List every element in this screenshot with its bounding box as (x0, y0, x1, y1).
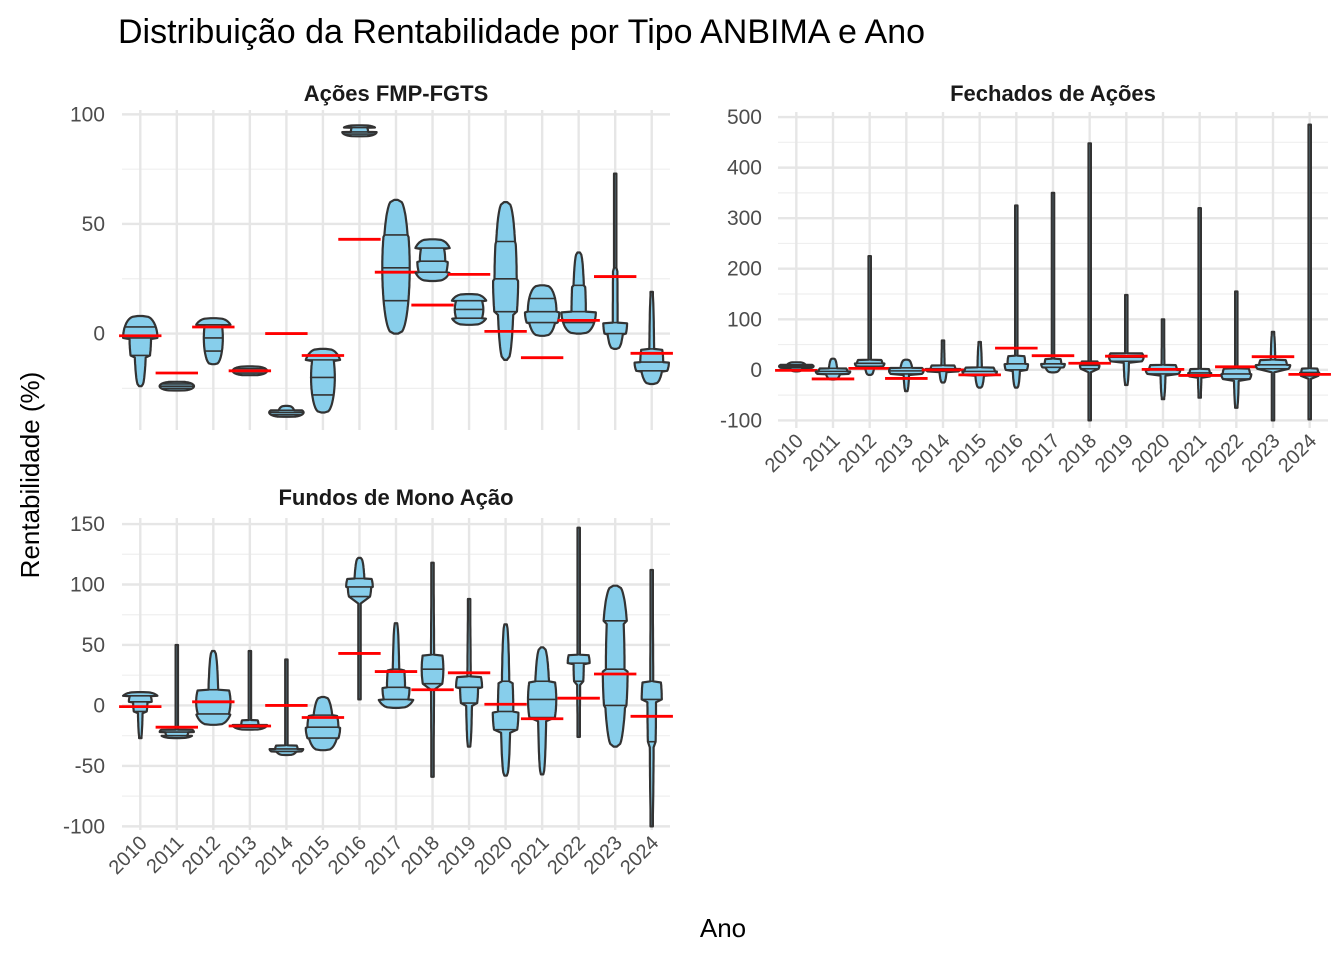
violin-2016 (1003, 204, 1030, 389)
panel-title: Ações FMP-FGTS (304, 81, 489, 106)
y-tick-label: 50 (82, 213, 105, 236)
y-tick-label: -100 (63, 815, 105, 838)
x-tick-label: 2010 (105, 832, 152, 879)
x-tick-label: 2013 (871, 430, 918, 477)
violin-2011 (158, 643, 195, 740)
violin-2013 (231, 649, 269, 731)
violin-2021 (526, 646, 558, 776)
x-tick-label: 2015 (287, 832, 334, 879)
violin-2023 (602, 172, 629, 350)
x-tick-label: 2011 (142, 832, 188, 878)
violin-2017 (1040, 191, 1066, 374)
violin-2024 (633, 290, 670, 386)
x-tick-label: 2021 (1164, 430, 1211, 477)
panel-title: Fechados de Ações (950, 81, 1156, 106)
violin-2023 (1254, 330, 1292, 422)
violin-2018 (1078, 142, 1101, 422)
violin-2010 (122, 314, 159, 388)
y-tick-label: 150 (70, 513, 105, 536)
violin-2024 (640, 568, 663, 828)
y-tick-label: 0 (93, 694, 105, 717)
y-tick-label: -100 (720, 409, 762, 432)
violin-2015 (961, 340, 998, 389)
x-tick-label: 2024 (616, 832, 663, 879)
violin-2022 (566, 526, 591, 738)
x-tick-label: 2014 (908, 430, 955, 477)
violin-2014 (924, 339, 962, 384)
y-tick-label: 500 (727, 106, 762, 129)
x-axis-label: Ano (700, 913, 746, 943)
x-tick-label: 2010 (761, 430, 808, 477)
x-tick-label: 2024 (1274, 430, 1321, 477)
x-tick-label: 2022 (1201, 430, 1248, 477)
y-tick-label: 100 (70, 103, 105, 126)
violin-2019 (1108, 293, 1145, 387)
x-tick-label: 2011 (799, 430, 845, 476)
y-axis-label: Rentabilidade (%) (15, 372, 45, 579)
violin-2016 (345, 556, 374, 701)
y-tick-label: 0 (750, 359, 762, 382)
x-tick-label: 2018 (397, 832, 444, 879)
violin-2021 (523, 284, 561, 337)
y-tick-label: 50 (82, 634, 105, 657)
y-tick-label: 0 (93, 323, 105, 346)
x-tick-label: 2017 (1018, 430, 1065, 477)
x-tick-label: 2013 (214, 832, 261, 879)
violin-2020 (1144, 318, 1182, 401)
violin-2012 (195, 317, 232, 366)
violin-2015 (304, 347, 342, 414)
y-tick-label: 300 (727, 207, 762, 230)
facet-panels: Ações FMP-FGTS 0 50 100 Fechados de Ações -10… (63, 81, 1331, 879)
x-tick-label: 2023 (580, 832, 627, 879)
x-tick-label: 2017 (361, 832, 408, 879)
violin-2020 (492, 201, 520, 361)
x-tick-label: 2021 (507, 832, 554, 879)
x-tick-label: 2014 (251, 832, 298, 879)
x-tick-label: 2012 (178, 832, 225, 879)
violin-2010 (122, 691, 159, 740)
violin-2015 (304, 695, 342, 752)
x-tick-label: 2018 (1054, 430, 1101, 477)
x-tick-label: 2015 (944, 430, 991, 477)
y-tick-label: 400 (727, 157, 762, 180)
facet-panel: Fundos de Mono Ação-100-5005010015020102… (63, 485, 673, 879)
y-tick-label: 100 (70, 574, 105, 597)
violin-2017 (381, 198, 411, 335)
x-tick-label: 2019 (434, 832, 481, 879)
x-tick-label: 2019 (1091, 430, 1138, 477)
violin-2023 (601, 584, 629, 748)
x-tick-label: 2016 (981, 430, 1028, 477)
x-tick-label: 2020 (470, 832, 517, 879)
y-tick-label: 200 (727, 258, 762, 281)
facet-panel: Fechados de Ações -100 0 100 200 300 400 500 201… (720, 81, 1331, 477)
violin-2014 (268, 658, 305, 757)
y-tick-label: -50 (75, 755, 105, 778)
violin-2012 (853, 255, 886, 376)
x-tick-label: 2020 (1128, 430, 1175, 477)
panel-title: Fundos de Mono Ação (278, 485, 513, 510)
facet-panel: Ações FMP-FGTS 0 50 100 (70, 81, 673, 430)
violin-2018 (414, 238, 451, 283)
violin-2017 (377, 622, 415, 709)
violin-2012 (195, 649, 232, 726)
violin-2020 (491, 623, 520, 777)
violin-2013 (888, 358, 925, 393)
chart-title: Distribuição da Rentabilidade por Tipo A… (118, 13, 925, 51)
x-tick-label: 2023 (1238, 430, 1285, 477)
violin-2022 (1220, 290, 1253, 409)
y-tick-label: 100 (727, 308, 762, 331)
x-tick-label: 2016 (324, 832, 371, 879)
x-tick-label: 2012 (834, 430, 881, 477)
x-tick-label: 2022 (543, 832, 590, 879)
